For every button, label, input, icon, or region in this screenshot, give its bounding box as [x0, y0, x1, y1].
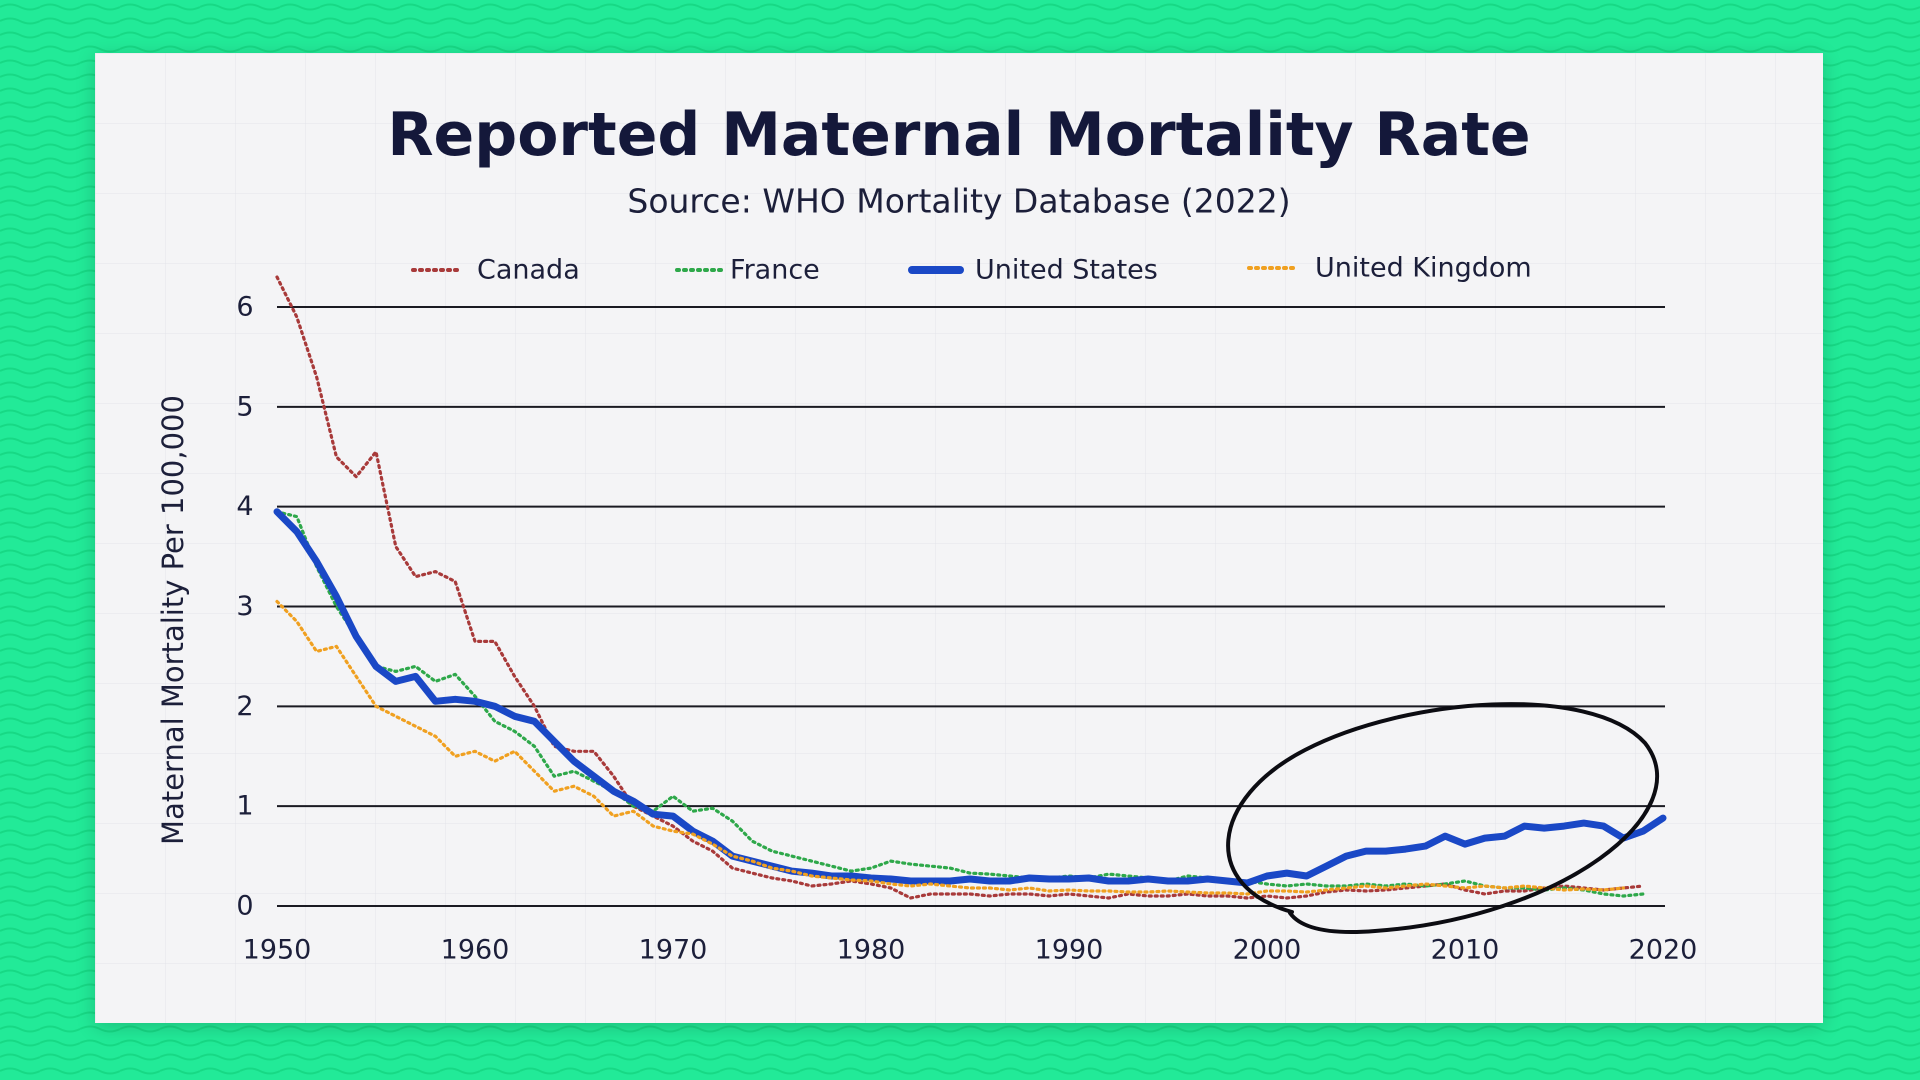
x-tick-label: 1970	[639, 935, 708, 966]
hand-drawn-annotation-ellipse	[1226, 702, 1660, 935]
chart-title: Reported Maternal Mortality Rate	[387, 100, 1530, 170]
y-tick-label: 4	[236, 491, 253, 522]
gridlines	[277, 306, 1665, 907]
legend: Canada France United States United Kingdom	[411, 253, 1532, 286]
y-tick-label: 2	[236, 691, 253, 722]
x-tick-label: 1960	[441, 935, 510, 966]
legend-label: United Kingdom	[1315, 253, 1532, 284]
x-tick-label: 1980	[837, 935, 906, 966]
y-tick-label: 0	[236, 891, 253, 922]
series-line-canada	[275, 275, 1645, 900]
y-tick-label: 3	[236, 591, 253, 622]
y-tick-label: 6	[236, 292, 253, 323]
legend-label: France	[730, 255, 820, 286]
y-axis-ticks: 0 1 2 3 4 5 6	[236, 292, 253, 922]
series-layer	[273, 275, 1667, 900]
legend-label: United States	[975, 255, 1158, 286]
x-tick-label: 2020	[1629, 935, 1698, 966]
legend-label: Canada	[477, 255, 580, 286]
y-axis-label: Maternal Mortality Per 100,000	[156, 395, 190, 845]
x-axis-ticks: 1950 1960 1970 1980 1990 2000 2010 2020	[243, 935, 1698, 966]
chart-card: Reported Maternal Mortality Rate Source:…	[95, 53, 1823, 1023]
x-tick-label: 1950	[243, 935, 312, 966]
chart-subtitle: Source: WHO Mortality Database (2022)	[627, 182, 1290, 221]
x-tick-label: 2000	[1233, 935, 1302, 966]
paper-background	[95, 53, 1823, 1023]
series-line-united-states	[273, 508, 1667, 887]
series-line-united-kingdom	[275, 599, 1626, 896]
y-tick-label: 1	[236, 791, 253, 822]
x-tick-label: 1990	[1035, 935, 1104, 966]
x-tick-label: 2010	[1431, 935, 1500, 966]
line-chart: Reported Maternal Mortality Rate Source:…	[95, 53, 1823, 1023]
y-tick-label: 5	[236, 391, 253, 422]
